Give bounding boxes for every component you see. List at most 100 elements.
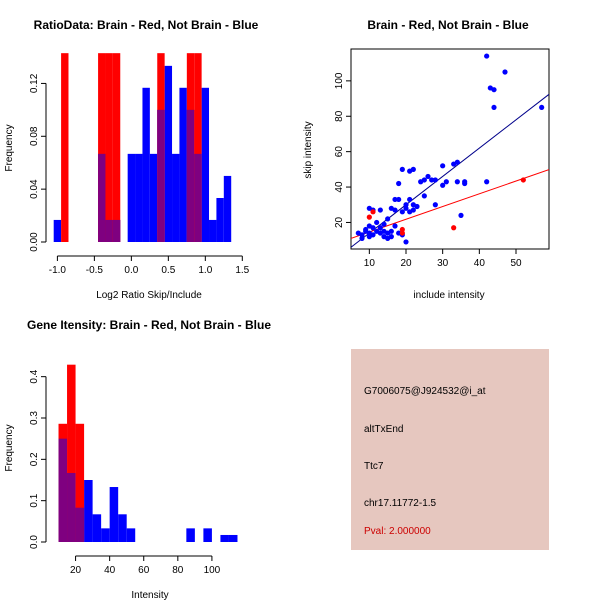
intensity-bar-not-brain <box>220 534 229 542</box>
ratio-ytick-label: 0.04 <box>29 179 40 199</box>
intensity-ytick-label: 0.4 <box>29 369 40 383</box>
scatter-point-not-brain <box>502 69 508 75</box>
probe-id: G7006075@J924532@i_at <box>364 386 486 397</box>
intensity-bar-not-brain <box>92 514 102 542</box>
ratio-bar-overlap <box>112 219 121 242</box>
intensity-bar-not-brain <box>109 487 119 542</box>
scatter-ylabel: skip intensity <box>303 121 314 178</box>
scatter-xtick-label: 30 <box>437 258 449 269</box>
ratio-histogram: RatioData: Brain - Red, Not Brain - Blue… <box>4 18 259 301</box>
intensity-ytick-label: 0.0 <box>29 535 40 549</box>
scatter-xtick-label: 10 <box>364 258 376 269</box>
ratio-bar-brain <box>194 53 202 242</box>
scatter-box <box>350 48 550 250</box>
scatter-ytick-label: 20 <box>334 216 345 228</box>
scatter-point-not-brain <box>385 216 391 222</box>
intensity-bar-overlap <box>67 472 76 542</box>
ratio-bar-not-brain <box>135 153 143 242</box>
intensity-axes: 20 40 60 80 100 0.0 0.1 0.2 0.3 0.4 <box>29 369 221 576</box>
scatter-ytick-label: 60 <box>334 146 345 158</box>
ratio-bar-not-brain <box>201 87 210 243</box>
scatter-point-not-brain <box>403 202 409 208</box>
ratio-bar-overlap <box>98 153 106 242</box>
scatter-point-not-brain <box>440 163 446 169</box>
scatter-ytick-label: 80 <box>334 110 345 122</box>
scatter-point-not-brain <box>410 207 416 213</box>
ratio-bar-not-brain <box>149 153 158 242</box>
scatter-axes: 10 20 30 40 50 20 40 60 80 100 <box>334 72 522 269</box>
scatter-xlabel: include intensity <box>413 290 484 301</box>
ratio-bar-overlap <box>105 219 113 242</box>
gene-name: Ttc7 <box>364 461 384 472</box>
scatter-point-not-brain <box>454 159 460 165</box>
intensity-title: Gene Itensity: Brain - Red, Not Brain - … <box>27 318 271 332</box>
scatter-point-not-brain <box>421 177 427 183</box>
ratio-bar-not-brain <box>127 153 136 242</box>
ratio-xlabel: Log2 Ratio Skip/Include <box>96 290 202 301</box>
ratio-xtick-label: 0.5 <box>161 265 175 276</box>
scatter-point-not-brain <box>388 228 394 234</box>
scatter-point-not-brain <box>396 180 402 187</box>
ratio-bar-not-brain <box>216 197 224 242</box>
ratio-bar-brain <box>112 53 121 242</box>
ratio-bar-not-brain <box>164 65 173 242</box>
ratio-ytick-label: 0.08 <box>29 126 40 146</box>
scatter-point-not-brain <box>539 104 545 111</box>
scatter-point-not-brain <box>399 166 405 172</box>
ratio-bar-brain <box>105 53 113 242</box>
intensity-bar-not-brain <box>84 480 93 542</box>
scatter-title: Brain - Red, Not Brain - Blue <box>367 18 529 32</box>
scatter-point-not-brain <box>425 173 431 180</box>
intensity-bar-not-brain <box>186 528 195 542</box>
ratio-bar-not-brain <box>179 87 187 243</box>
ratio-xtick-label: 1.0 <box>198 265 212 276</box>
intensity-ytick-label: 0.2 <box>29 452 40 466</box>
scatter-point-not-brain <box>440 182 446 188</box>
ratio-xtick-label: 0.0 <box>124 265 138 276</box>
scatter-point-not-brain <box>410 166 416 172</box>
intensity-bar-not-brain <box>228 534 238 542</box>
intensity-bar-not-brain <box>203 528 212 542</box>
ratio-xtick-label: -0.5 <box>86 265 104 276</box>
ratio-bar-not-brain <box>223 175 232 242</box>
scatter-point-not-brain <box>377 207 383 213</box>
scatter-point-not-brain <box>443 179 449 185</box>
scatter-point-not-brain <box>374 219 380 226</box>
scatter-xtick-label: 50 <box>510 258 522 269</box>
scatter-point-brain <box>451 225 457 231</box>
scatter-point-not-brain <box>381 221 387 227</box>
scatter-plot: Brain - Red, Not Brain - Blue 10 20 30 40 50… <box>303 18 550 301</box>
scatter-point-brain <box>370 209 376 215</box>
ratio-bar-not-brain <box>209 219 217 242</box>
intensity-ytick-label: 0.1 <box>29 493 40 507</box>
intensity-bar-overlap <box>58 438 68 542</box>
intensity-xtick-label: 60 <box>138 565 150 576</box>
scatter-point-not-brain <box>429 177 435 183</box>
scatter-point-brain <box>520 177 526 183</box>
scatter-point-not-brain <box>407 196 413 203</box>
ratio-bar-brain <box>98 53 106 242</box>
ratio-xtick-label: -1.0 <box>49 265 67 276</box>
chromosome-location: chr17.11772-1.5 <box>364 498 437 509</box>
intensity-histogram: Gene Itensity: Brain - Red, Not Brain - … <box>4 318 271 600</box>
scatter-points <box>355 53 545 245</box>
intensity-bars-red <box>58 364 85 542</box>
scatter-point-not-brain <box>414 203 420 210</box>
scatter-point-not-brain <box>392 223 398 229</box>
scatter-point-not-brain <box>454 179 460 185</box>
scatter-point-not-brain <box>370 232 376 238</box>
intensity-bars-blue <box>58 438 238 542</box>
scatter-point-not-brain <box>432 177 438 183</box>
scatter-point-not-brain <box>484 179 490 185</box>
ratio-xtick-label: 1.5 <box>235 265 249 276</box>
ratio-title: RatioData: Brain - Red, Not Brain - Blue <box>34 18 259 32</box>
intensity-ylabel: Frequency <box>4 424 15 471</box>
scatter-point-not-brain <box>396 196 402 203</box>
intensity-bar-not-brain <box>126 528 136 542</box>
scatter-point-not-brain <box>432 202 438 208</box>
scatter-point-not-brain <box>399 209 405 215</box>
intensity-xtick-label: 80 <box>172 565 184 576</box>
scatter-point-not-brain <box>377 225 383 231</box>
scatter-xtick-label: 20 <box>400 258 412 269</box>
